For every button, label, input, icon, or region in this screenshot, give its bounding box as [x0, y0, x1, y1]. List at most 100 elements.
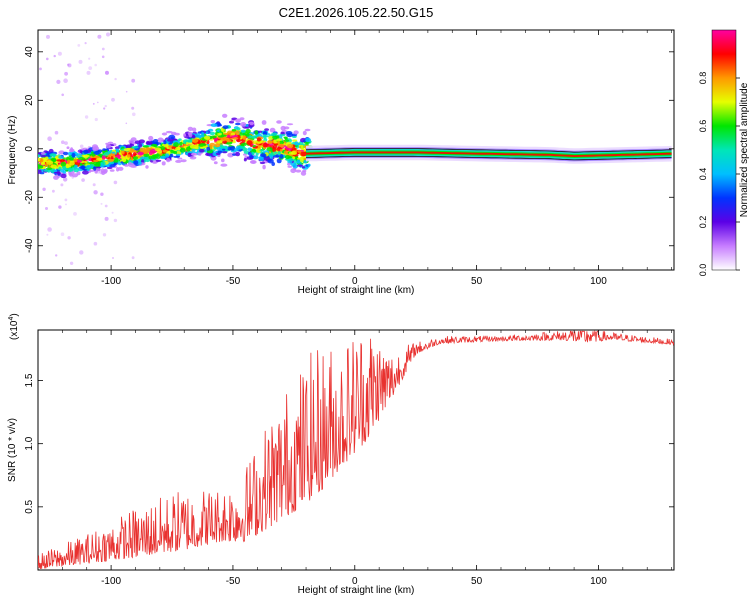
- spectrogram-cell: [189, 144, 197, 149]
- spectrogram-ylabel: Frequency (Hz): [7, 116, 18, 185]
- colorbar-gradient: [711, 29, 737, 271]
- snr-scale-label: (x10: [9, 320, 20, 340]
- spectrogram-cell: [221, 158, 225, 163]
- spectrogram-cell: [169, 153, 174, 158]
- spectrogram-speckle: [52, 189, 55, 193]
- spectrogram-cell: [272, 147, 277, 153]
- spectrogram-xtick-label: -50: [226, 276, 241, 287]
- spectrogram-cell: [235, 118, 242, 123]
- spectrogram-cell: [261, 120, 267, 125]
- spectrogram-cell: [82, 170, 89, 175]
- spectrogram-cell: [189, 151, 197, 154]
- spectrogram-cell: [199, 148, 205, 153]
- spectrogram-cell: [162, 149, 168, 153]
- spectrogram-cell: [105, 144, 112, 149]
- spectrogram-speckle: [65, 203, 67, 206]
- spectrogram-cell: [230, 132, 236, 136]
- spectrogram-cell: [293, 130, 299, 135]
- spectrogram-cell: [192, 127, 197, 132]
- spectrogram-cell: [154, 147, 162, 152]
- spectrogram-cell: [239, 117, 245, 121]
- spectrogram-cell: [206, 146, 211, 151]
- spectrogram-cell: [76, 171, 81, 176]
- spectrogram-cell: [53, 175, 59, 180]
- spectrogram-cell: [300, 171, 307, 176]
- spectrogram-speckle: [64, 141, 68, 146]
- colorbar: 0.0 0.2 0.4 0.6 0.8 Normalized spectral ampl…: [698, 29, 750, 276]
- spectrogram-cell: [46, 160, 54, 165]
- spectrogram-cell: [62, 151, 69, 156]
- spectrogram-cell: [232, 153, 237, 156]
- spectrogram-cell: [40, 161, 46, 166]
- spectrogram-cell: [278, 143, 285, 148]
- spectrogram-cell: [50, 169, 55, 173]
- spectrogram-speckle: [64, 198, 68, 202]
- spectrogram-speckle: [78, 59, 83, 64]
- spectrogram-cell: [93, 166, 97, 171]
- spectrogram-cell: [138, 143, 143, 148]
- spectrogram-xlabel: Height of straight line (km): [298, 285, 415, 296]
- spectrogram-cell: [173, 142, 179, 148]
- spectrogram-speckle: [104, 204, 108, 208]
- spectrogram-cell: [304, 128, 311, 132]
- spectrogram-cell: [144, 158, 151, 163]
- spectrogram-speckle: [69, 261, 74, 265]
- spectrogram-cell: [277, 151, 281, 155]
- spectrogram-cell: [222, 140, 228, 144]
- spectrogram-speckle: [58, 205, 62, 209]
- spectrogram-cell: [188, 132, 193, 138]
- spectrogram-cell: [161, 161, 166, 166]
- spectrogram-speckle: [106, 32, 110, 37]
- spectrogram-cell: [209, 144, 213, 150]
- spectrogram-cell: [292, 139, 298, 142]
- spectrogram-cell: [284, 155, 291, 159]
- spectrogram-cell: [252, 155, 259, 160]
- spectrogram-xtick-label: 0: [352, 276, 358, 287]
- spectrogram-cell: [102, 148, 107, 151]
- spectrogram-cell: [126, 144, 132, 148]
- spectrogram-cell: [273, 155, 280, 158]
- spectrogram-cell: [243, 158, 247, 162]
- spectrogram-cell: [132, 152, 137, 157]
- spectrogram-speckle: [102, 233, 107, 237]
- spectrogram-cell: [98, 154, 104, 158]
- spectrogram-cell: [66, 146, 70, 149]
- spectrogram-cell: [111, 151, 116, 154]
- spectrogram-speckle: [64, 71, 68, 76]
- spectrogram-cell: [240, 146, 246, 149]
- spectrogram-speckle: [67, 236, 71, 240]
- spectrogram-cell: [245, 133, 250, 137]
- spectrogram-cell: [187, 126, 194, 131]
- snr-xlabel: Height of straight line (km): [298, 585, 415, 596]
- spectrogram-cell: [178, 138, 182, 141]
- snr-scale-close: ): [9, 313, 20, 316]
- spectrogram-cell: [212, 151, 218, 157]
- spectrogram-cell: [60, 161, 67, 167]
- spectrogram-cell: [301, 166, 306, 169]
- spectrogram-cell: [272, 144, 278, 149]
- spectrogram-cell: [76, 159, 82, 163]
- spectrogram-cell: [297, 150, 302, 153]
- spectrogram-cell: [117, 166, 124, 171]
- spectrogram-cell: [114, 146, 120, 150]
- spectrogram-speckle: [39, 67, 42, 71]
- spectrogram-ytick-label: -20: [24, 190, 35, 205]
- spectrogram-speckle: [104, 216, 109, 221]
- spectrogram-cell: [209, 131, 216, 136]
- spectrogram-cell: [107, 141, 114, 144]
- snr-xtick-label: 50: [471, 576, 483, 587]
- spectrogram-cell: [45, 153, 51, 158]
- spectrogram-cell: [50, 164, 57, 169]
- spectrogram-cell: [285, 131, 293, 135]
- spectrogram-cell: [249, 122, 254, 126]
- spectrogram-cell: [210, 120, 215, 124]
- spectrogram-cell: [123, 148, 131, 152]
- spectrogram-cell: [258, 156, 265, 161]
- spectrogram-cell: [149, 151, 153, 155]
- colorbar-tick-label: 0.8: [698, 72, 708, 85]
- spectrogram-cell: [67, 167, 73, 173]
- spectrogram-cell: [163, 140, 167, 145]
- spectrogram-cell: [58, 155, 64, 159]
- spectrogram-speckle: [93, 190, 98, 195]
